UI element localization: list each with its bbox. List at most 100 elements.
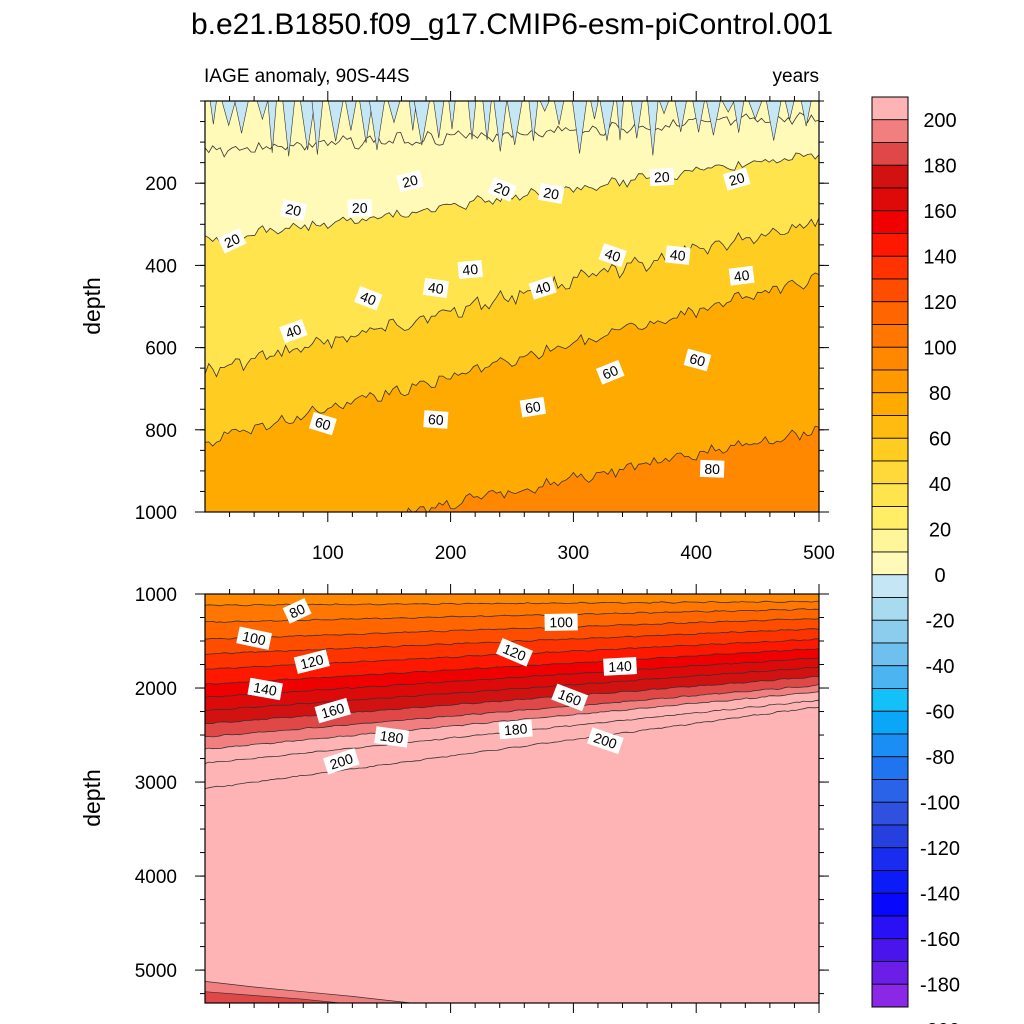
upper-negative-spike — [345, 101, 357, 131]
colorbar-box — [871, 142, 909, 166]
upper-contour-label-text: 20 — [284, 200, 303, 219]
upper-negative-spike — [448, 101, 456, 130]
upper-x-tick-label: 300 — [558, 543, 590, 564]
upper-contour-label-text: 40 — [669, 246, 686, 264]
upper-contour-label: 40 — [279, 319, 308, 344]
colorbar: 200180160140120100806040200-20-40-60-80-… — [871, 96, 960, 1024]
colorbar-tick-label: 160 — [923, 201, 956, 223]
lower-contour-170 — [205, 684, 819, 738]
colorbar-box — [871, 642, 909, 667]
lower-contour-label: 120 — [495, 638, 533, 667]
lower-contour-labels: 80 100 100 120 120 140 140 160 160 180 180 200 200 — [236, 598, 637, 775]
upper-contour-label-box — [699, 459, 725, 478]
subtitle-left: IAGE anomaly, 90S-44S — [204, 66, 410, 87]
upper-contour-label-box — [598, 243, 627, 268]
upper-negative-spike — [209, 101, 217, 125]
upper-negative-spike — [506, 101, 523, 146]
colorbar-box — [871, 483, 909, 507]
upper-contour-label: 40 — [528, 276, 557, 300]
upper-negative-spike — [630, 101, 643, 139]
colorbar-box — [871, 847, 909, 871]
lower-contour-label-text: 160 — [556, 686, 584, 709]
upper-contour-label-text: 40 — [603, 245, 623, 265]
subtitle-right: years — [773, 66, 819, 87]
lower-contour-100 — [205, 618, 819, 640]
upper-contour-label-box — [217, 227, 247, 254]
upper-negative-spike — [784, 101, 795, 120]
colorbar-box — [871, 983, 909, 1008]
upper-contour-label-text: 40 — [358, 288, 378, 309]
lower-y-tick-label: 2000 — [135, 679, 177, 700]
upper-negative-spike — [800, 101, 812, 127]
upper-contour-label-box — [347, 199, 372, 217]
lower-contour-label: 100 — [236, 626, 273, 650]
upper-contour-label-box — [528, 276, 557, 300]
upper-contour-label: 20 — [649, 167, 675, 187]
colorbar-box — [871, 597, 909, 621]
upper-negative-spike — [234, 101, 249, 134]
lower-contour-label-box — [236, 626, 273, 650]
colorbar-tick-label: -120 — [920, 838, 960, 860]
upper-negative-spike — [413, 101, 430, 146]
colorbar-box — [871, 915, 909, 940]
colorbar-tick-labels: 200180160140120100806040200-20-40-60-80-… — [920, 110, 960, 1024]
upper-contour-label-text: 40 — [283, 321, 303, 341]
upper-contour-label-text: 80 — [704, 461, 720, 478]
lower-y-axis-label: depth — [79, 769, 105, 827]
colorbar-tick-label: 200 — [923, 110, 956, 132]
upper-y-tick-label: 400 — [145, 256, 177, 277]
colorbar-box — [871, 324, 909, 348]
colorbar-tick-label: -100 — [920, 792, 960, 814]
upper-contour-label: 40 — [457, 259, 483, 280]
upper-contour-label: 20 — [217, 227, 247, 254]
lower-contour-label-text: 200 — [328, 750, 355, 773]
colorbar-box — [871, 460, 909, 485]
upper-negative-spike — [674, 101, 687, 132]
lower-contour-200 — [205, 707, 819, 789]
upper-negative-spike — [282, 101, 295, 157]
colorbar-tick-label: -160 — [920, 929, 960, 951]
upper-contour-label-box — [396, 169, 424, 193]
colorbar-box — [871, 119, 909, 143]
upper-contour-label-text: 40 — [533, 278, 553, 298]
upper-contour-label-text: 20 — [401, 171, 420, 190]
lower-contour-label-box — [314, 697, 351, 724]
colorbar-box — [871, 346, 909, 371]
colorbar-box — [871, 278, 909, 303]
lower-contour-label-box — [544, 613, 578, 631]
colorbar-box — [871, 233, 909, 257]
colorbar-box — [871, 688, 909, 712]
upper-contour-label-box — [649, 167, 675, 187]
colorbar-tick-label: -80 — [926, 747, 955, 769]
colorbar-box — [871, 824, 909, 849]
colorbar-tick-label: 20 — [929, 519, 951, 541]
upper-contour-labels: 20 20 20 20 20 20 20 20 40 40 40 40 40 40 40 40 60 60 60 60… — [217, 167, 755, 478]
colorbar-tick-label: 140 — [923, 246, 956, 268]
lower-contour-label-box — [495, 638, 533, 667]
upper-contour-fill — [205, 101, 819, 512]
upper-contour-label: 20 — [538, 183, 565, 204]
lower-contour-180 — [205, 691, 819, 750]
upper-contour-label-text: 40 — [733, 267, 751, 285]
upper-contour-label-text: 60 — [688, 350, 707, 370]
upper-contour-40 — [205, 217, 819, 378]
upper-negative-spike — [616, 101, 624, 141]
colorbar-box — [871, 619, 909, 644]
colorbar-box — [871, 164, 909, 189]
upper-negative-spike — [408, 101, 417, 131]
lower-contour-140 — [205, 657, 819, 699]
upper-negative-spike — [221, 101, 236, 127]
upper-negative-spike — [692, 101, 705, 133]
upper-negative-spike — [539, 101, 550, 112]
upper-contour-label: 40 — [664, 245, 691, 265]
upper-y-tick-label: 800 — [145, 421, 177, 442]
lower-contour-label: 140 — [247, 677, 283, 701]
colorbar-box — [871, 528, 909, 553]
upper-axes: 100 200 300 400 500 200 400 600 800 1000 — [135, 91, 835, 564]
upper-fill-level-60 — [205, 273, 819, 512]
colorbar-box — [871, 756, 909, 780]
upper-contour-label-text: 40 — [462, 261, 479, 278]
lower-contour-label: 180 — [374, 726, 410, 748]
lower-contour-label: 160 — [314, 697, 351, 724]
